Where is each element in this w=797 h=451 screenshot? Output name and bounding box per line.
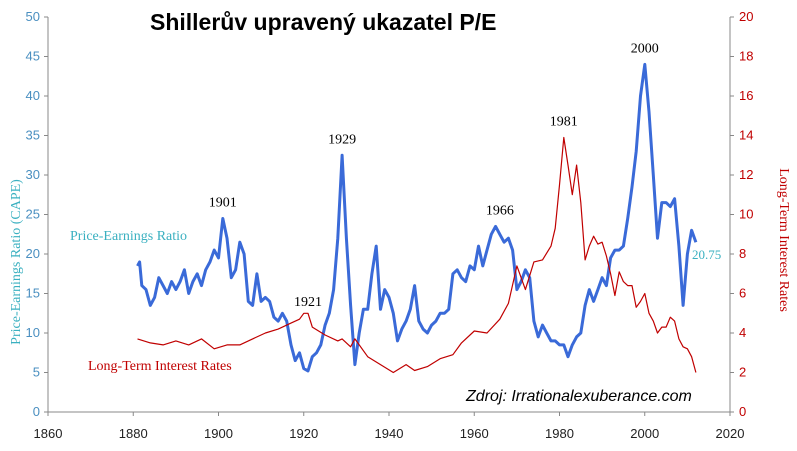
- y2-tick-label: 2: [739, 365, 746, 380]
- series-label-ir: Long-Term Interest Rates: [88, 359, 232, 374]
- y2-axis-label: Long-Term Interest Rates: [776, 168, 791, 312]
- annotation-label: 1929: [328, 132, 356, 147]
- y2-tick-label: 12: [739, 167, 753, 182]
- series-label-pe: Price-Earnings Ratio: [70, 229, 187, 244]
- annotations: 1901 1921 1929 1966 1981 2000: [209, 41, 659, 310]
- y-tick-label: 30: [26, 167, 40, 182]
- pe-ratio-line: [136, 62, 698, 373]
- x-tick-label: 2020: [716, 426, 745, 441]
- y-tick-label: 0: [33, 404, 40, 419]
- x-tick-label: 1900: [204, 426, 233, 441]
- last-value-label: 20.75: [692, 247, 721, 262]
- x-tick-label: 1860: [34, 426, 63, 441]
- x-tick-label: 1980: [545, 426, 574, 441]
- y2-tick-label: 14: [739, 128, 753, 143]
- source-label: Zdroj: Irrationalexuberance.com: [465, 388, 692, 405]
- x-tick-label: 2000: [630, 426, 659, 441]
- y-tick-label: 10: [26, 325, 40, 340]
- series-lines: [136, 62, 698, 374]
- y2-tick-label: 20: [739, 9, 753, 24]
- interest-rate-line: [137, 136, 697, 374]
- y2-tick-label: 0: [739, 404, 746, 419]
- annotation-label: 1921: [294, 295, 322, 310]
- y2-tick-label: 16: [739, 88, 753, 103]
- y-tick-label: 40: [26, 88, 40, 103]
- y-axis-label: Price-Earnings Ratio (CAPE): [9, 179, 24, 345]
- y-tick-label: 20: [26, 246, 40, 261]
- y2-tick-label: 6: [739, 286, 746, 301]
- x-tick-label: 1880: [119, 426, 148, 441]
- x-tick-label: 1920: [289, 426, 318, 441]
- y-tick-label: 5: [33, 365, 40, 380]
- annotation-label: 1981: [550, 114, 578, 129]
- y2-tick-label: 18: [739, 49, 753, 64]
- annotation-label: 2000: [631, 41, 659, 56]
- y-tick-label: 25: [26, 207, 40, 222]
- y-tick-label: 50: [26, 9, 40, 24]
- ticks: 0 5 10 15 20 25 30 35 40 45 50 0 2 4 6 8 10 12 14 16 18 20 186…: [26, 9, 754, 441]
- y-tick-label: 45: [26, 49, 40, 64]
- y2-tick-label: 10: [739, 207, 753, 222]
- x-tick-label: 1960: [460, 426, 489, 441]
- annotation-label: 1901: [209, 195, 237, 210]
- y-tick-label: 35: [26, 128, 40, 143]
- x-tick-label: 1940: [375, 426, 404, 441]
- y-tick-label: 15: [26, 286, 40, 301]
- annotation-label: 1966: [486, 203, 514, 218]
- chart-title: Shillerův upravený ukazatel P/E: [150, 9, 496, 35]
- y2-tick-label: 4: [739, 325, 746, 340]
- y2-tick-label: 8: [739, 246, 746, 261]
